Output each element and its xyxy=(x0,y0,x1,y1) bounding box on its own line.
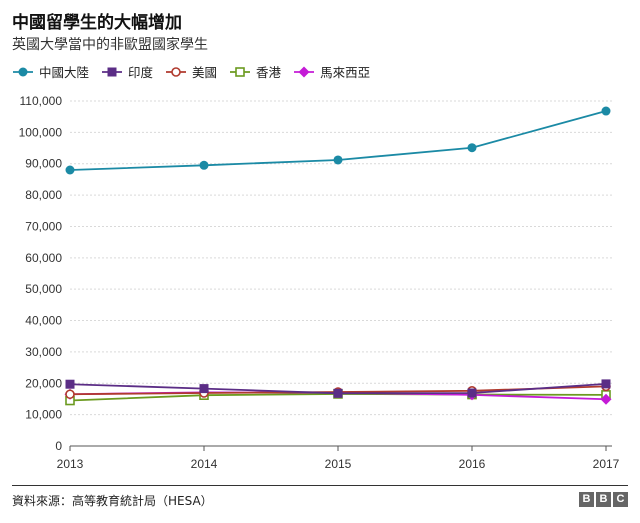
y-tick-label: 70,000 xyxy=(25,219,62,233)
series-0 xyxy=(65,106,611,175)
legend-label: 印度 xyxy=(128,65,154,80)
data-point xyxy=(601,379,611,389)
data-point xyxy=(65,389,75,400)
source-note: 資料來源：高等教育統計局（HESA） xyxy=(12,494,213,508)
line-chart: 0 10,000 20,000 30,000 40,000 50,000 60,000 70,… xyxy=(19,94,620,471)
chart-legend: 中國大陸 印度 美國 香港 馬來西亞 xyxy=(12,62,382,81)
chart-title: 中國留學生的大幅增加 xyxy=(12,13,182,33)
bbc-logo-letter: C xyxy=(613,492,628,507)
y-tick-label: 100,000 xyxy=(19,125,63,139)
x-tick-label: 2013 xyxy=(57,457,84,471)
x-tick-label: 2017 xyxy=(593,457,620,471)
y-tick-label: 60,000 xyxy=(25,251,62,265)
legend-marker xyxy=(298,66,310,77)
y-tick-label: 50,000 xyxy=(25,282,62,296)
data-point xyxy=(467,143,477,153)
legend-marker xyxy=(171,66,181,77)
footer-divider xyxy=(12,485,628,486)
data-point xyxy=(600,393,612,405)
bbc-logo-letter: B xyxy=(596,492,611,507)
legend-marker xyxy=(107,67,117,76)
legend-item: 美國 xyxy=(165,62,217,81)
legend-label: 馬來西亞 xyxy=(320,65,371,80)
bbc-logo-letter: B xyxy=(579,492,594,507)
y-tick-label: 30,000 xyxy=(25,345,62,359)
x-tick-label: 2016 xyxy=(459,457,486,471)
y-tick-label: 90,000 xyxy=(25,157,62,171)
data-point xyxy=(65,165,75,175)
y-tick-label: 0 xyxy=(55,439,62,453)
legend-swatch xyxy=(230,66,251,77)
legend-swatch xyxy=(13,67,33,76)
data-point xyxy=(65,379,75,389)
data-point xyxy=(199,160,209,170)
data-point xyxy=(467,388,477,398)
legend-swatch xyxy=(294,66,315,77)
legend-marker xyxy=(235,66,245,77)
legend-item: 馬來西亞 xyxy=(293,62,370,81)
series-1 xyxy=(65,379,611,398)
y-tick-label: 110,000 xyxy=(20,94,63,108)
data-point xyxy=(601,106,611,116)
legend-item: 印度 xyxy=(101,62,153,81)
data-point xyxy=(333,155,343,165)
legend-label: 美國 xyxy=(192,65,218,80)
legend-label: 香港 xyxy=(256,65,282,80)
legend-item: 香港 xyxy=(229,62,281,81)
bbc-logo: B B C xyxy=(577,492,628,507)
legend-item: 中國大陸 xyxy=(12,62,89,81)
data-point xyxy=(199,384,209,394)
y-tick-label: 40,000 xyxy=(25,314,62,328)
legend-swatch xyxy=(166,66,187,77)
legend-marker xyxy=(18,67,28,76)
x-tick-label: 2014 xyxy=(191,457,218,471)
data-point xyxy=(333,388,343,398)
x-tick-label: 2015 xyxy=(325,457,352,471)
chart-subtitle: 英國大學當中的非歐盟國家學生 xyxy=(12,37,208,53)
y-tick-label: 10,000 xyxy=(25,408,62,422)
y-tick-label: 20,000 xyxy=(25,376,62,390)
legend-label: 中國大陸 xyxy=(39,65,90,80)
legend-swatch xyxy=(102,67,123,76)
y-tick-label: 80,000 xyxy=(25,188,62,202)
